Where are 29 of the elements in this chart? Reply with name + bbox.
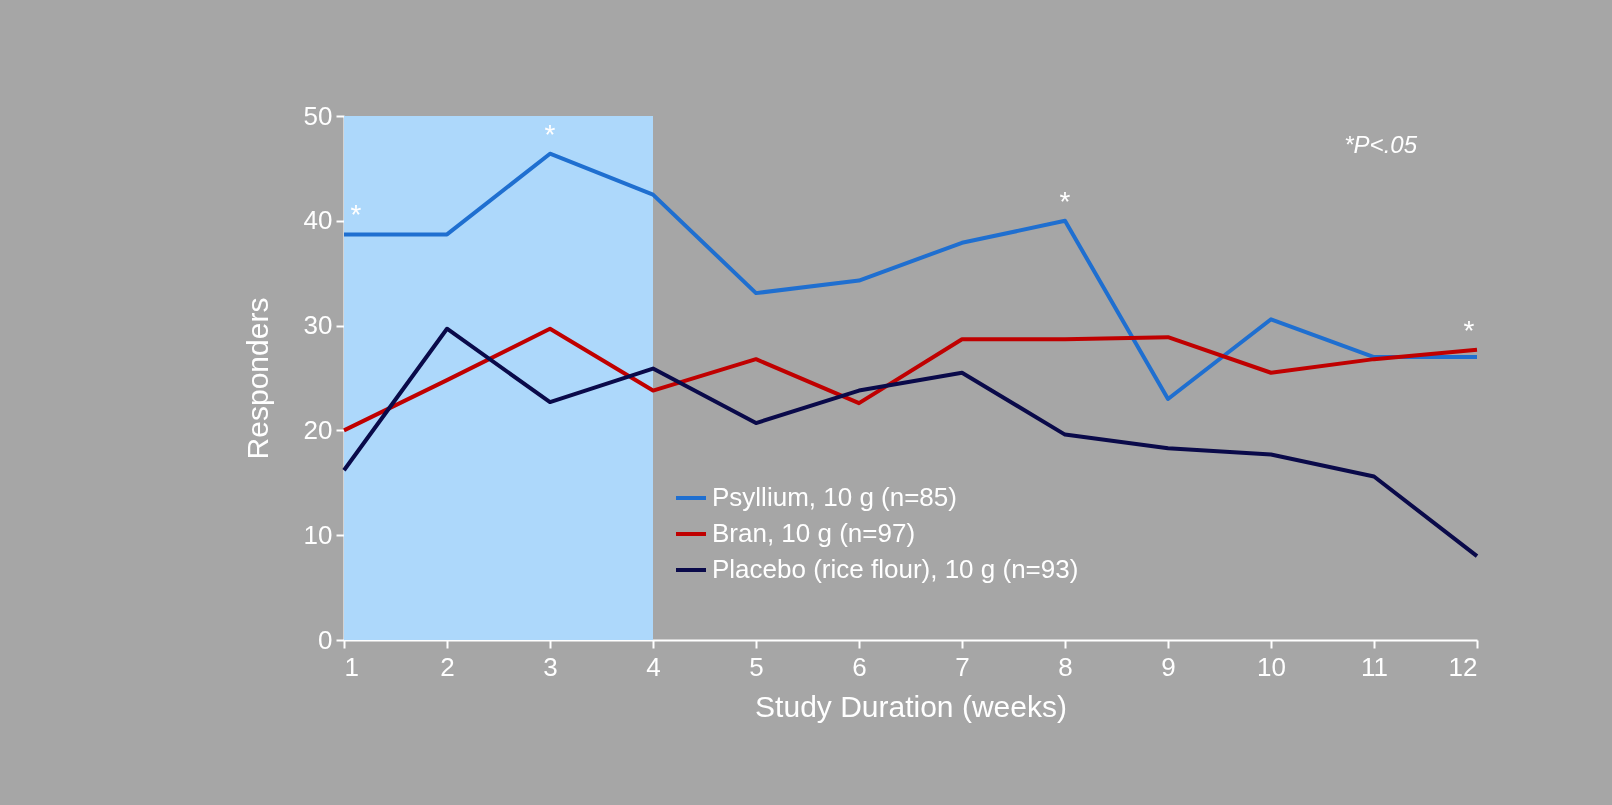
y-tick-label: 0 (318, 624, 333, 655)
line-series (342, 151, 1479, 401)
y-tick-label: 50 (303, 100, 333, 131)
legend-label: Bran, 10 g (n=97) (712, 518, 916, 548)
x-tick-label: 5 (749, 651, 764, 682)
y-axis-title: Responders (240, 297, 274, 460)
x-tick-label: 7 (955, 651, 970, 682)
x-tick-label: 2 (440, 651, 455, 682)
x-tick-label: 11 (1361, 651, 1388, 682)
annotation: * (1059, 185, 1071, 217)
annotation: * (544, 118, 556, 150)
y-tick-label: 10 (303, 519, 333, 550)
x-tick-label: 12 (1448, 651, 1478, 682)
y-tick-label: 20 (303, 414, 333, 445)
annotation: * (350, 199, 362, 231)
x-tick-label: 10 (1257, 651, 1286, 682)
x-tick-label: 9 (1161, 651, 1176, 682)
annotation: * (1463, 314, 1475, 346)
x-tick-label: 3 (543, 651, 558, 682)
x-tick-label: 1 (344, 651, 359, 682)
x-tick-label: 8 (1058, 651, 1073, 682)
legend-label: Placebo (rice flour), 10 g (n=93) (712, 554, 1079, 584)
x-tick-label: 4 (646, 651, 661, 682)
annotation: *P<.05 (1344, 131, 1418, 158)
x-tick-label: 6 (852, 651, 867, 682)
y-tick-label: 30 (303, 310, 333, 341)
y-tick-label: 40 (303, 205, 333, 236)
x-axis-title: Study Duration (weeks) (755, 689, 1067, 723)
legend-label: Psyllium, 10 g (n=85) (712, 482, 957, 512)
